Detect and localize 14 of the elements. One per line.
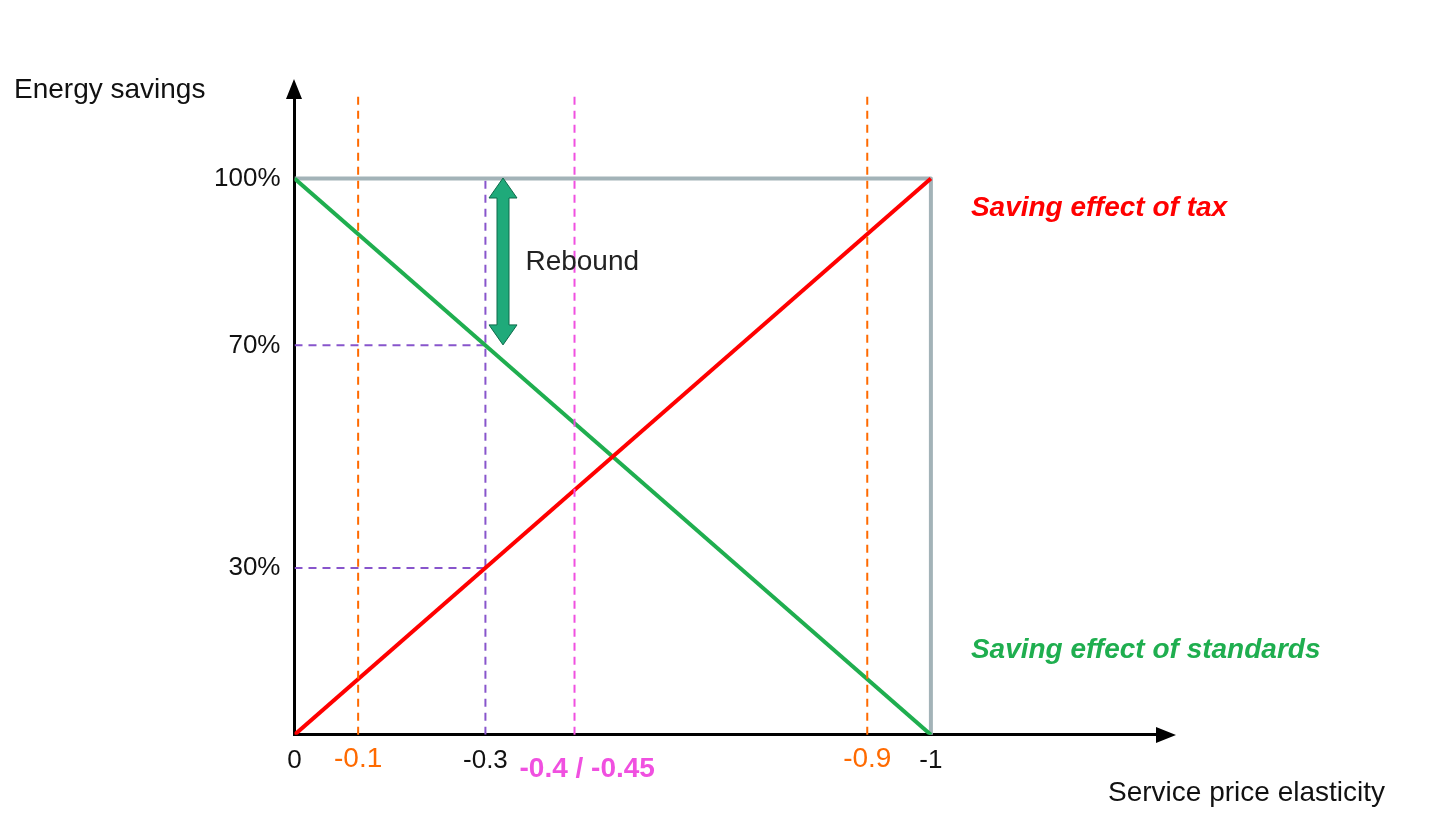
ref-line-label: -0.1 xyxy=(334,741,383,773)
x-axis-title: Service price elasticity xyxy=(1108,775,1385,807)
y-tick-label: 70% xyxy=(228,328,281,359)
annotation: Rebound xyxy=(525,244,640,276)
ref-line-label: -0.4 / -0.45 xyxy=(519,751,655,783)
y-tick-label: 100% xyxy=(214,161,281,192)
y-axis-title: Energy savings xyxy=(14,72,206,104)
x-tick-label: -1 xyxy=(919,743,943,774)
text: Saving effect of standards xyxy=(970,632,1321,664)
x-tick-label: -0.3 xyxy=(463,743,508,774)
x-tick-label: 0 xyxy=(287,743,302,774)
series-label: Saving effect of tax xyxy=(970,191,1229,223)
ref-line-label: -0.9 xyxy=(843,741,892,773)
y-tick-label: 30% xyxy=(228,551,281,582)
